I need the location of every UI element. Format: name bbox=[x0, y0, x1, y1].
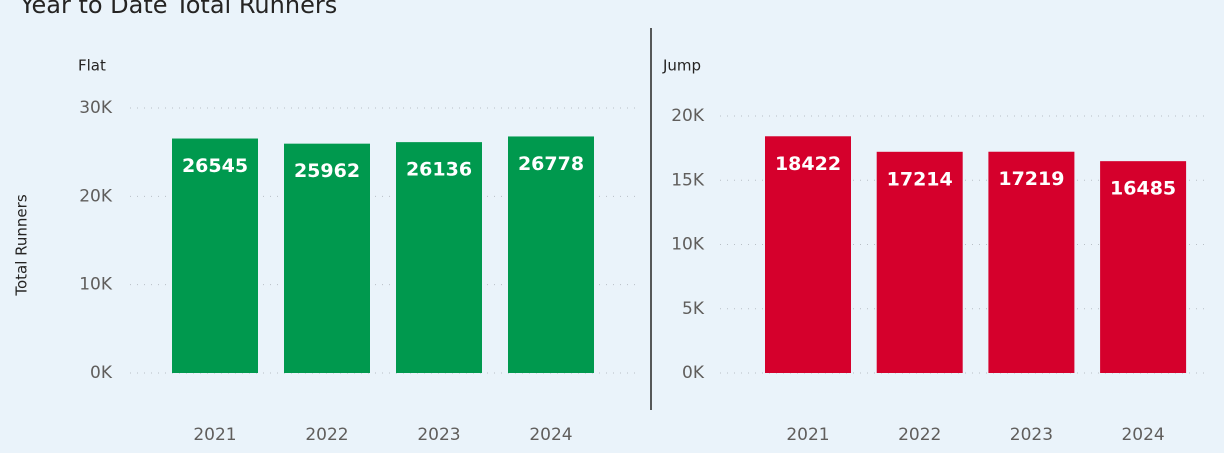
x-tick-label: 2022 bbox=[898, 425, 941, 445]
y-tick-label: 10K bbox=[671, 235, 705, 255]
data-label: 17214 bbox=[887, 168, 953, 190]
y-tick-label: 20K bbox=[79, 186, 113, 206]
bar bbox=[765, 136, 851, 373]
x-tick-label: 2022 bbox=[305, 425, 348, 445]
panel-title: Flat bbox=[78, 57, 106, 75]
bar bbox=[284, 143, 370, 373]
bar bbox=[876, 151, 963, 373]
y-tick-label: 15K bbox=[671, 170, 705, 190]
y-tick-label: 5K bbox=[682, 299, 705, 319]
x-tick-label: 2024 bbox=[529, 425, 572, 445]
x-tick-label: 2021 bbox=[786, 425, 829, 445]
y-tick-label: 10K bbox=[79, 275, 113, 295]
x-tick-label: 2023 bbox=[1010, 425, 1053, 445]
x-tick-label: 2023 bbox=[417, 425, 460, 445]
y-tick-label: 20K bbox=[671, 106, 705, 126]
bar bbox=[508, 136, 594, 373]
y-tick-label: 0K bbox=[682, 363, 705, 383]
panel-title: Jump bbox=[662, 57, 701, 75]
y-tick-label: 30K bbox=[79, 98, 113, 118]
bar bbox=[988, 151, 1075, 373]
data-label: 26778 bbox=[518, 153, 584, 175]
data-label: 18422 bbox=[775, 153, 841, 175]
bar bbox=[172, 138, 258, 373]
x-tick-label: 2024 bbox=[1121, 425, 1164, 445]
y-axis-label: Total Runners bbox=[13, 194, 31, 296]
data-label: 25962 bbox=[294, 160, 360, 182]
bar bbox=[1100, 161, 1187, 373]
data-label: 17219 bbox=[998, 168, 1064, 190]
data-label: 26545 bbox=[182, 155, 248, 177]
data-label: 26136 bbox=[406, 159, 472, 181]
bar bbox=[396, 142, 482, 373]
chart-title: Year to Date Total Runners bbox=[19, 0, 337, 19]
y-tick-label: 0K bbox=[90, 363, 113, 383]
data-label: 16485 bbox=[1110, 178, 1176, 200]
x-tick-label: 2021 bbox=[193, 425, 236, 445]
